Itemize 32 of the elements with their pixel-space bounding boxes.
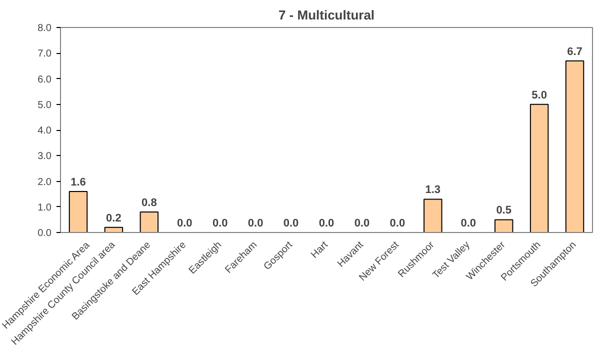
data-label: 0.0 [354, 218, 370, 230]
bar [424, 198, 442, 232]
y-tick-label: 2.0 [38, 176, 52, 188]
data-label: 0.0 [460, 218, 476, 230]
data-label: 5.0 [532, 89, 547, 102]
bar [68, 191, 88, 232]
data-label: 1.3 [425, 184, 441, 196]
bar [565, 60, 584, 232]
y-tick-label: 5.0 [38, 100, 52, 111]
y-tick-label: 3.0 [38, 151, 52, 162]
x-tick-label: Hart [309, 239, 331, 261]
data-label: 0.2 [106, 212, 122, 224]
y-tick-label: 0.0 [38, 228, 52, 239]
bar [140, 212, 159, 232]
chart-title: 7 - Multicultural [278, 8, 375, 22]
data-label: 0.0 [318, 218, 334, 230]
y-tick-label: 6.0 [38, 74, 52, 86]
y-tick-label: 8.0 [38, 23, 52, 34]
data-label: 0.0 [176, 218, 192, 230]
data-label: 0.8 [142, 197, 157, 209]
y-tick-label: 4.0 [38, 126, 52, 136]
data-label: 0.0 [283, 218, 299, 230]
data-label: 1.6 [70, 176, 86, 188]
data-label: 0.5 [496, 204, 512, 217]
bar [530, 104, 549, 232]
y-tick-label: 7.0 [38, 48, 52, 60]
data-label: 0.0 [390, 218, 406, 230]
data-label: 0.0 [248, 218, 264, 230]
data-label: 0.0 [212, 218, 228, 230]
y-tick-label: 1.0 [38, 202, 52, 214]
data-label: 6.7 [567, 46, 582, 58]
bar [494, 219, 514, 232]
